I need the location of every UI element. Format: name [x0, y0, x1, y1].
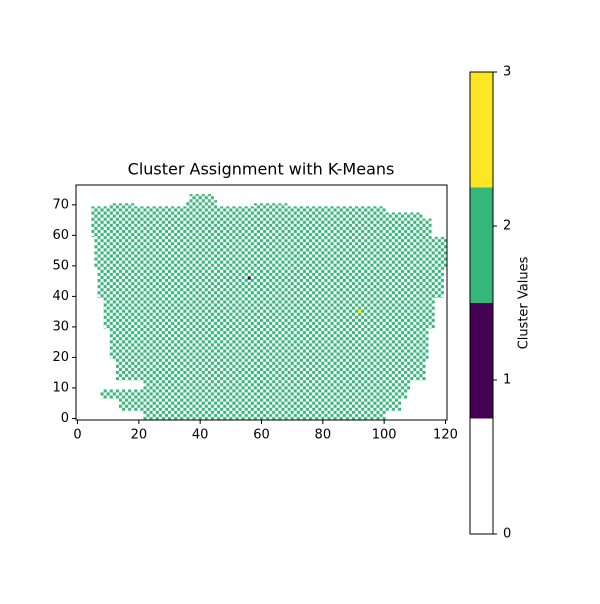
colorbar-tick-label: 1 [503, 373, 511, 388]
cluster-band [143, 410, 386, 420]
y-tick-label: 30 [52, 319, 69, 334]
y-tick-label: 70 [52, 197, 69, 212]
y-tick-label: 0 [61, 411, 69, 426]
x-tick-label: 20 [131, 428, 148, 443]
y-tick-label: 10 [52, 380, 69, 395]
cluster-band [115, 358, 426, 381]
y-tick-label: 40 [52, 289, 69, 304]
cluster-band [109, 328, 429, 359]
colorbar-tick-label: 3 [503, 65, 511, 80]
x-tick-label: 0 [73, 428, 81, 443]
y-tick-label: 20 [52, 350, 69, 365]
colorbar-segment [470, 187, 493, 303]
colorbar-frame [469, 71, 494, 535]
colorbar-tick-label: 2 [503, 219, 511, 234]
cluster-cell [247, 276, 251, 280]
x-tick-label: 120 [433, 428, 458, 443]
cluster-band [189, 194, 214, 201]
x-tick-label: 60 [253, 428, 270, 443]
colorbar-segment [470, 418, 493, 534]
colorbar-tick-label: 0 [503, 527, 511, 542]
cluster-band [186, 200, 218, 207]
cluster-band [91, 218, 432, 237]
cluster-band [118, 398, 402, 411]
cluster-band [91, 206, 386, 213]
cluster-band [253, 203, 288, 207]
cluster-band [91, 212, 423, 219]
chart-title: Cluster Assignment with K-Means [128, 160, 395, 179]
x-tick-label: 100 [372, 428, 397, 443]
cluster-band [103, 297, 435, 329]
cluster-band [143, 380, 411, 390]
colorbar-segment [470, 72, 493, 188]
y-tick-label: 60 [52, 228, 69, 243]
cluster-band [94, 236, 447, 268]
colorbar-segment [470, 303, 493, 419]
cluster-band [109, 203, 135, 207]
y-tick-label: 50 [52, 258, 69, 273]
x-tick-label: 40 [192, 428, 209, 443]
cluster-band [100, 389, 408, 399]
x-tick-label: 80 [315, 428, 332, 443]
cluster-band [97, 267, 444, 298]
colorbar-label: Cluster Values [517, 256, 532, 349]
cluster-cell [358, 310, 362, 314]
